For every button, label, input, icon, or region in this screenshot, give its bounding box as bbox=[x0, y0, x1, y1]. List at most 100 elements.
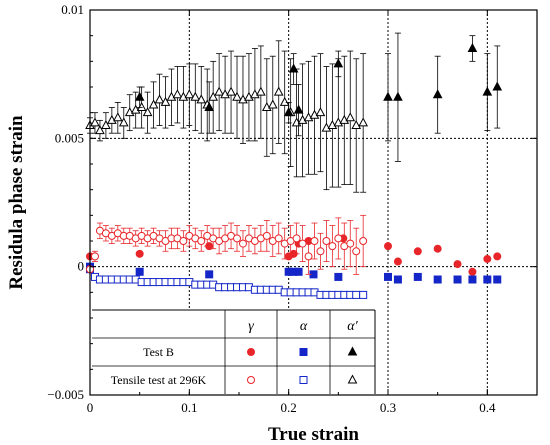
data-point bbox=[130, 104, 141, 114]
legend-header: α′ bbox=[347, 319, 358, 334]
series-filled-square bbox=[86, 262, 502, 284]
data-point bbox=[288, 63, 299, 73]
data-point bbox=[166, 91, 177, 101]
data-point bbox=[351, 119, 362, 129]
data-point bbox=[124, 107, 135, 117]
data-point bbox=[293, 104, 304, 114]
data-point bbox=[196, 94, 207, 104]
data-point bbox=[453, 275, 462, 284]
data-point bbox=[292, 234, 301, 243]
data-point bbox=[328, 242, 337, 251]
data-point bbox=[453, 260, 462, 269]
legend-marker bbox=[299, 348, 308, 356]
data-point bbox=[220, 89, 230, 99]
data-point bbox=[433, 244, 442, 253]
data-point bbox=[467, 42, 478, 52]
data-point bbox=[273, 86, 284, 96]
data-point bbox=[274, 234, 283, 243]
data-point bbox=[433, 275, 442, 284]
data-point bbox=[315, 107, 326, 117]
data-point bbox=[303, 112, 314, 122]
data-point bbox=[172, 89, 183, 99]
data-point bbox=[322, 237, 331, 245]
y-tick-label: 0.005 bbox=[55, 130, 84, 145]
legend-marker bbox=[247, 348, 255, 356]
data-point bbox=[244, 91, 254, 101]
x-tick-label: 0 bbox=[87, 400, 94, 415]
legend-header: α bbox=[300, 319, 308, 334]
y-tick-label: 0 bbox=[78, 259, 85, 274]
data-point bbox=[208, 91, 219, 101]
data-point bbox=[226, 86, 236, 96]
series-open-circle bbox=[86, 214, 368, 275]
series-open-square bbox=[86, 265, 368, 299]
data-point bbox=[190, 91, 201, 101]
data-point bbox=[178, 91, 189, 101]
legend-marker bbox=[347, 346, 358, 356]
data-point bbox=[95, 125, 105, 135]
plot-frame bbox=[89, 9, 538, 396]
data-point bbox=[142, 107, 153, 117]
data-point bbox=[267, 99, 278, 109]
data-point bbox=[90, 252, 99, 261]
data-point bbox=[321, 122, 332, 132]
data-point bbox=[262, 231, 271, 240]
data-point bbox=[432, 89, 443, 99]
data-point bbox=[352, 247, 361, 256]
data-point bbox=[359, 237, 368, 245]
data-point bbox=[205, 270, 214, 279]
data-point bbox=[334, 272, 343, 281]
data-point bbox=[316, 247, 325, 256]
legend-row-label: Tensile test at 296K bbox=[111, 373, 207, 387]
series-filled-triangle bbox=[134, 32, 503, 162]
data-point bbox=[468, 267, 477, 276]
data-point bbox=[352, 290, 361, 299]
data-point bbox=[112, 112, 123, 122]
data-point bbox=[492, 81, 503, 91]
data-point bbox=[333, 58, 344, 68]
data-point bbox=[304, 252, 313, 261]
data-point bbox=[238, 239, 247, 248]
data-point bbox=[214, 86, 224, 96]
legend-marker bbox=[247, 376, 255, 384]
data-point bbox=[358, 117, 368, 127]
legend-row-label: Test B bbox=[143, 345, 174, 359]
data-point bbox=[261, 101, 272, 112]
data-point bbox=[393, 91, 403, 101]
data-point bbox=[339, 114, 350, 124]
data-point bbox=[483, 275, 492, 284]
legend-background bbox=[92, 310, 375, 394]
data-point bbox=[393, 257, 402, 266]
data-point bbox=[136, 101, 147, 112]
data-point bbox=[90, 117, 100, 127]
data-point bbox=[393, 275, 402, 284]
data-point bbox=[279, 96, 290, 106]
x-axis-title: True strain bbox=[268, 424, 359, 445]
data-point bbox=[118, 117, 129, 127]
data-point bbox=[334, 234, 343, 243]
data-point bbox=[135, 249, 144, 258]
data-point bbox=[232, 91, 242, 101]
x-tick-label: 0.4 bbox=[479, 400, 496, 415]
data-point bbox=[179, 237, 188, 245]
data-point bbox=[184, 89, 195, 99]
data-point bbox=[333, 117, 344, 127]
data-point bbox=[283, 107, 294, 117]
data-point bbox=[359, 290, 368, 299]
y-axis-title: Residula phase strain bbox=[6, 115, 27, 290]
data-point bbox=[310, 237, 319, 245]
data-point bbox=[107, 114, 117, 124]
data-point bbox=[297, 114, 308, 124]
data-point bbox=[493, 252, 502, 261]
y-tick-label: −0.005 bbox=[47, 387, 84, 402]
series-open-triangle bbox=[85, 40, 368, 193]
data-point bbox=[327, 119, 338, 129]
data-point bbox=[309, 109, 320, 119]
data-point bbox=[384, 242, 392, 251]
data-point bbox=[134, 91, 145, 101]
data-layer bbox=[85, 32, 503, 299]
data-point bbox=[468, 275, 477, 284]
data-point bbox=[413, 272, 422, 281]
x-tick-label: 0.1 bbox=[181, 400, 197, 415]
